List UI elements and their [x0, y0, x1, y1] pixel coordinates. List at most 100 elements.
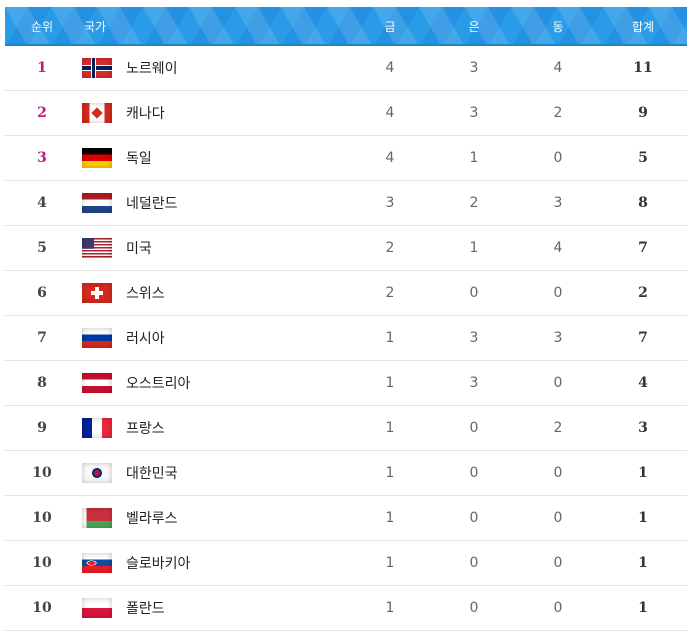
bronze-count: 2: [553, 420, 563, 436]
gold-count: 4: [385, 150, 395, 166]
table-row[interactable]: 9 프랑스 1 0 2 3: [5, 406, 687, 451]
norway-flag-icon: [82, 58, 112, 78]
silver-count: 3: [469, 60, 479, 76]
country-name[interactable]: 벨라루스: [126, 511, 178, 527]
total-count: 9: [638, 105, 648, 121]
rank: 6: [37, 285, 47, 301]
france-flag-icon: [82, 418, 112, 438]
silver-count: 0: [469, 510, 479, 526]
total-count: 1: [638, 465, 648, 481]
table-row[interactable]: 2 캐나다 4 3 2 9: [5, 91, 687, 136]
table-row[interactable]: 7 러시아 1 3 3 7: [5, 316, 687, 361]
rank: 10: [32, 510, 52, 526]
total-count: 8: [638, 195, 648, 211]
gold-count: 3: [385, 195, 395, 211]
silver-count: 0: [469, 420, 479, 436]
bronze-count: 3: [553, 195, 563, 211]
rank: 4: [37, 195, 47, 211]
bronze-count: 0: [553, 375, 563, 391]
table-row[interactable]: 6 스위스 2 0 0 2: [5, 271, 687, 316]
rank: 10: [32, 600, 52, 616]
country-name[interactable]: 네덜란드: [126, 196, 178, 212]
russia-flag-icon: [82, 328, 112, 348]
korea-flag-icon: [82, 463, 112, 483]
slovakia-flag-icon: [82, 553, 112, 573]
silver-count: 3: [469, 330, 479, 346]
country-name[interactable]: 슬로바키아: [126, 556, 191, 572]
total-count: 3: [638, 420, 648, 436]
rank: 5: [37, 240, 47, 256]
header-silver: 은: [468, 20, 480, 34]
country-name[interactable]: 대한민국: [126, 466, 178, 482]
gold-count: 1: [385, 510, 395, 526]
total-count: 1: [638, 510, 648, 526]
country-name[interactable]: 프랑스: [126, 421, 165, 437]
gold-count: 1: [385, 420, 395, 436]
silver-count: 1: [469, 240, 479, 256]
header-country: 국가: [83, 20, 107, 34]
gold-count: 1: [385, 600, 395, 616]
total-count: 7: [638, 240, 648, 256]
silver-count: 3: [469, 375, 479, 391]
total-count: 2: [638, 285, 648, 301]
header-rank: 순위: [30, 20, 54, 34]
austria-flag-icon: [82, 373, 112, 393]
total-count: 1: [638, 600, 648, 616]
silver-count: 1: [469, 150, 479, 166]
bronze-count: 4: [553, 60, 563, 76]
rank: 9: [37, 420, 47, 436]
bronze-count: 0: [553, 285, 563, 301]
total-count: 5: [638, 150, 648, 166]
table-row[interactable]: 10 벨라루스 1 0 0 1: [5, 496, 687, 541]
bronze-count: 0: [553, 510, 563, 526]
belarus-flag-icon: [82, 508, 112, 528]
country-name[interactable]: 캐나다: [126, 106, 165, 122]
country-name[interactable]: 스위스: [126, 286, 165, 302]
bronze-count: 0: [553, 465, 563, 481]
total-count: 7: [638, 330, 648, 346]
country-name[interactable]: 노르웨이: [126, 61, 178, 77]
rank: 10: [32, 465, 52, 481]
bronze-count: 3: [553, 330, 563, 346]
country-name[interactable]: 독일: [126, 151, 152, 167]
table-header: 순위 국가 금 은 동 합계: [5, 7, 687, 46]
germany-flag-icon: [82, 148, 112, 168]
table-row[interactable]: 10 폴란드 1 0 0 1: [5, 586, 687, 631]
poland-flag-icon: [82, 598, 112, 618]
silver-count: 3: [469, 105, 479, 121]
gold-count: 4: [385, 60, 395, 76]
usa-flag-icon: [82, 238, 112, 258]
bronze-count: 0: [553, 555, 563, 571]
total-count: 11: [633, 60, 653, 76]
rank: 1: [37, 60, 47, 76]
bronze-count: 0: [553, 150, 563, 166]
country-name[interactable]: 미국: [126, 241, 152, 257]
netherlands-flag-icon: [82, 193, 112, 213]
table-row[interactable]: 8 오스트리아 1 3 0 4: [5, 361, 687, 406]
country-name[interactable]: 오스트리아: [126, 376, 191, 392]
table-row[interactable]: 5 미국 2 1 4 7: [5, 226, 687, 271]
silver-count: 0: [469, 285, 479, 301]
table-row[interactable]: 10 슬로바키아 1 0 0 1: [5, 541, 687, 586]
switzerland-flag-icon: [82, 283, 112, 303]
table-row[interactable]: 10 대한민국 1 0 0 1: [5, 451, 687, 496]
header-bronze: 동: [552, 20, 564, 34]
table-row[interactable]: 1 노르웨이 4 3 4 11: [5, 46, 687, 91]
rank: 8: [37, 375, 47, 391]
country-name[interactable]: 러시아: [126, 331, 165, 347]
rank: 3: [37, 150, 47, 166]
gold-count: 4: [385, 105, 395, 121]
gold-count: 2: [385, 240, 395, 256]
table-row[interactable]: 4 네덜란드 3 2 3 8: [5, 181, 687, 226]
rank: 2: [37, 105, 47, 121]
silver-count: 2: [469, 195, 479, 211]
silver-count: 0: [469, 600, 479, 616]
gold-count: 2: [385, 285, 395, 301]
country-name[interactable]: 폴란드: [126, 601, 165, 617]
total-count: 4: [638, 375, 648, 391]
rank: 7: [37, 330, 47, 346]
header-gold: 금: [384, 20, 396, 34]
table-row[interactable]: 3 독일 4 1 0 5: [5, 136, 687, 181]
gold-count: 1: [385, 330, 395, 346]
total-count: 1: [638, 555, 648, 571]
